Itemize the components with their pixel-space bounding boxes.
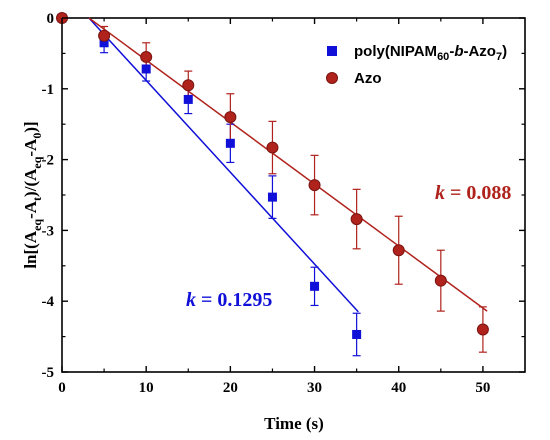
- point-s1-2: [141, 64, 151, 74]
- y-tick-label--3: -3: [42, 223, 55, 239]
- legend-s1-main: poly(NIPAM: [354, 43, 437, 60]
- annotation-blue-k: k: [186, 289, 196, 311]
- point-s1-4: [225, 138, 235, 148]
- data-markers: [56, 12, 489, 339]
- y-tick-label--1: -1: [42, 82, 55, 98]
- point-s2-8: [392, 244, 405, 257]
- y-tick-label--2: -2: [42, 153, 55, 169]
- point-s2-7: [350, 213, 363, 226]
- point-s2-3: [182, 79, 195, 92]
- point-s2-5: [266, 141, 279, 154]
- ylabel-sub-t: t: [30, 197, 44, 201]
- fit-line-series-1: [88, 17, 359, 313]
- legend-s1-azo: -Azo: [463, 43, 496, 60]
- fit-line-series-2: [88, 17, 488, 312]
- annotation-red-k: k: [435, 182, 445, 204]
- annotation-red-value: 0.088: [466, 182, 511, 204]
- ylabel-part-c: )/(A: [21, 168, 40, 197]
- y-axis-title: ln[(Aeq-At)/(Aeq-A0)]: [21, 121, 44, 268]
- legend-label-series-2: Azo: [354, 70, 382, 87]
- legend-s1-close: ): [502, 43, 507, 60]
- legend-s1-dash: -: [449, 43, 454, 60]
- ylabel-sub-eq2: eq: [30, 156, 44, 168]
- annotation-red-eq: =: [445, 182, 466, 204]
- legend-marker-series-2: [326, 72, 338, 84]
- annotation-blue-value: 0.1295: [217, 289, 272, 311]
- point-s1-5: [267, 192, 277, 202]
- point-s2-4: [224, 111, 237, 124]
- x-tick-label-10: 10: [139, 380, 154, 396]
- x-tick-label-40: 40: [391, 380, 406, 396]
- point-s2-2: [140, 50, 153, 63]
- ylabel-sub-eq1: eq: [30, 219, 44, 231]
- point-s1-7: [352, 329, 362, 339]
- ylabel-part-e: )]: [21, 121, 40, 132]
- annotation-red-rate: k = 0.088: [435, 182, 511, 204]
- y-tick-label-0: 0: [47, 11, 55, 27]
- legend-s1-b: b: [454, 43, 463, 60]
- point-s1-6: [310, 281, 320, 291]
- annotation-blue-rate: k = 0.1295: [186, 289, 272, 311]
- annotation-blue-eq: =: [196, 289, 217, 311]
- x-tick-label-20: 20: [223, 380, 238, 396]
- y-tick-label--5: -5: [42, 365, 55, 381]
- ylabel-part-b: -A: [21, 200, 40, 219]
- point-s2-10: [476, 323, 489, 336]
- ylabel-part-d: -A: [21, 138, 40, 157]
- legend-s1-sub2: 7: [496, 51, 502, 63]
- ylabel-part-a: ln[(A: [21, 230, 40, 269]
- legend-s1-sub1: 60: [437, 51, 449, 63]
- x-axis-title: Time (s): [264, 414, 324, 433]
- ylabel-sub-zero: 0: [30, 133, 44, 139]
- axis-ticks: 0 10 20 30 40 50 0 -1 -2 -3 -4 -5: [42, 11, 525, 396]
- point-s2-9: [434, 274, 447, 287]
- x-tick-label-50: 50: [475, 380, 490, 396]
- legend: poly(NIPAM60-b-Azo7) Azo: [326, 43, 507, 87]
- point-s2-1: [98, 29, 111, 42]
- legend-label-series-1: poly(NIPAM60-b-Azo7): [354, 43, 507, 63]
- error-bars: [100, 25, 487, 357]
- x-tick-label-30: 30: [307, 380, 322, 396]
- point-s2-6: [308, 179, 321, 192]
- x-tick-label-0: 0: [58, 380, 66, 396]
- legend-marker-series-1: [327, 46, 337, 56]
- point-s1-1: [99, 38, 109, 48]
- fit-lines: [88, 17, 488, 313]
- point-s1-3: [183, 94, 193, 104]
- y-tick-label--4: -4: [42, 294, 55, 310]
